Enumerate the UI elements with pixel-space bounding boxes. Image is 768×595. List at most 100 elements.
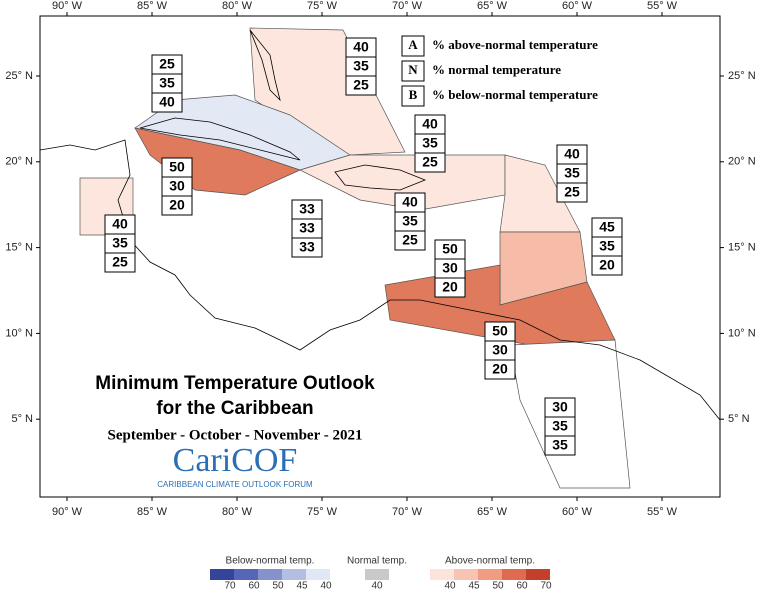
lon-label: 90° W xyxy=(52,506,83,518)
lat-label: 10° N xyxy=(5,327,33,339)
legend-swatch xyxy=(430,569,454,580)
prob-value: 25 xyxy=(353,77,369,93)
prob-value: 20 xyxy=(169,197,185,213)
prob-value: 30 xyxy=(442,260,458,276)
prob-box xyxy=(556,182,588,203)
lon-label: 75° W xyxy=(307,0,338,12)
legend-label: 45 xyxy=(296,581,308,590)
legend-title: Below-normal temp. xyxy=(226,556,315,567)
logo-name: CariCOF xyxy=(173,442,298,479)
coastline xyxy=(139,117,301,161)
lon-label: 60° W xyxy=(562,506,593,518)
legend-swatch xyxy=(478,569,502,580)
prob-value: 40 xyxy=(353,39,369,55)
lon-label: 65° W xyxy=(477,506,508,518)
prob-box xyxy=(291,237,323,258)
lat-label: 5° N xyxy=(11,413,33,425)
key-text: % below-normal temperature xyxy=(432,87,598,102)
key-box xyxy=(401,35,425,57)
lat-label: 15° N xyxy=(5,242,33,254)
legend-label: 40 xyxy=(371,581,383,590)
lon-label: 70° W xyxy=(392,506,423,518)
lon-label: 75° W xyxy=(307,506,338,518)
lon-label: 80° W xyxy=(222,0,253,12)
legend-label: 60 xyxy=(516,581,528,590)
prob-value: 35 xyxy=(552,418,568,434)
prob-value: 45 xyxy=(599,219,615,235)
lat-label: 10° N xyxy=(728,327,756,339)
legend-swatch xyxy=(454,569,478,580)
lon-label: 55° W xyxy=(647,0,678,12)
prob-value: 25 xyxy=(422,154,438,170)
prob-box xyxy=(151,92,183,113)
legend-swatch xyxy=(526,569,550,580)
legend-swatch xyxy=(210,569,234,580)
logo-tagline: CARIBBEAN CLIMATE OUTLOOK FORUM xyxy=(157,480,313,489)
prob-value: 40 xyxy=(159,94,175,110)
coastline xyxy=(334,164,427,191)
legend-swatch xyxy=(306,569,330,580)
legend-swatch xyxy=(502,569,526,580)
lon-label: 85° W xyxy=(137,0,168,12)
key-box xyxy=(401,85,425,107)
legend-swatch xyxy=(282,569,306,580)
lon-label: 70° W xyxy=(392,0,423,12)
key-text: % normal temperature xyxy=(432,62,561,77)
title-line: Minimum Temperature Outlook xyxy=(95,373,375,394)
legend-label: 45 xyxy=(468,581,480,590)
prob-box xyxy=(434,277,466,298)
prob-value: 35 xyxy=(599,238,615,254)
legend-swatch xyxy=(258,569,282,580)
subtitle: September - October - November - 2021 xyxy=(108,427,363,443)
prob-value: 50 xyxy=(442,241,458,257)
prob-box xyxy=(484,359,516,380)
prob-value: 20 xyxy=(492,361,508,377)
key-text: % above-normal temperature xyxy=(432,37,598,52)
prob-box xyxy=(591,255,623,276)
key-letter: N xyxy=(408,62,418,77)
legend-label: 50 xyxy=(492,581,504,590)
lat-label: 20° N xyxy=(728,156,756,168)
lon-label: 55° W xyxy=(647,506,678,518)
prob-value: 30 xyxy=(169,178,185,194)
legend-swatch xyxy=(365,569,389,580)
legend-label: 40 xyxy=(444,581,456,590)
prob-value: 25 xyxy=(112,254,128,270)
key-box xyxy=(401,60,425,82)
lat-label: 25° N xyxy=(728,70,756,82)
legend-label: 70 xyxy=(224,581,236,590)
prob-value: 35 xyxy=(353,58,369,74)
prob-box xyxy=(414,152,446,173)
prob-value: 33 xyxy=(299,220,315,236)
prob-value: 20 xyxy=(442,279,458,295)
key-letter: B xyxy=(409,87,418,102)
prob-box xyxy=(161,195,193,216)
prob-value: 30 xyxy=(552,399,568,415)
prob-value: 20 xyxy=(599,257,615,273)
lon-label: 90° W xyxy=(52,0,83,12)
legend-label: 60 xyxy=(248,581,260,590)
prob-value: 35 xyxy=(552,437,568,453)
key-letter: A xyxy=(408,37,418,52)
prob-box xyxy=(345,75,377,96)
prob-value: 35 xyxy=(422,135,438,151)
prob-value: 40 xyxy=(112,216,128,232)
lat-label: 25° N xyxy=(5,70,33,82)
prob-value: 33 xyxy=(299,239,315,255)
legend-label: 40 xyxy=(320,581,332,590)
prob-value: 40 xyxy=(402,194,418,210)
legend-title: Normal temp. xyxy=(347,556,407,567)
lat-label: 20° N xyxy=(5,156,33,168)
prob-value: 40 xyxy=(422,116,438,132)
lon-label: 85° W xyxy=(137,506,168,518)
legend-swatch xyxy=(234,569,258,580)
prob-value: 35 xyxy=(159,75,175,91)
prob-box xyxy=(544,435,576,456)
legend-title: Above-normal temp. xyxy=(445,556,535,567)
prob-value: 35 xyxy=(402,213,418,229)
prob-value: 25 xyxy=(564,184,580,200)
prob-value: 35 xyxy=(112,235,128,251)
title-line: for the Caribbean xyxy=(156,398,313,419)
